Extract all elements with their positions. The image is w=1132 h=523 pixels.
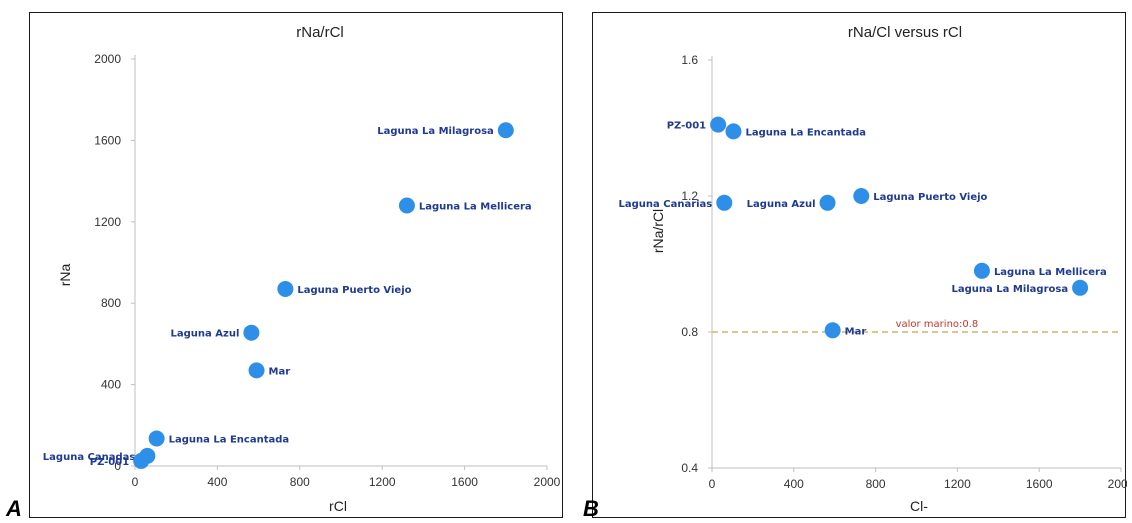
x-tick-label: 0 — [709, 477, 716, 491]
data-point-label: Laguna La Mellicera — [419, 202, 532, 213]
y-tick-label: 400 — [101, 378, 121, 392]
data-point — [824, 322, 841, 339]
data-point — [133, 452, 150, 469]
data-point-label: PZ-001 — [90, 457, 129, 468]
data-point — [148, 430, 165, 447]
panel-letter-b: B — [583, 496, 599, 521]
x-tick-label: 0 — [132, 475, 139, 489]
x-tick-label: 1600 — [451, 475, 478, 489]
y-tick-label: 800 — [101, 296, 121, 310]
data-point — [243, 324, 260, 341]
data-point — [819, 194, 836, 211]
data-point — [1072, 279, 1089, 296]
x-tick-label: 2000 — [534, 475, 561, 489]
x-tick-label: 800 — [290, 475, 310, 489]
y-tick-label: 1.6 — [681, 53, 698, 67]
chart-panel-a: rNa/rCl 0 400 800 1200 1600 2000 0 400 800 1200 160… — [29, 12, 563, 518]
data-point — [497, 122, 514, 139]
y-tick-label: 1200 — [94, 215, 121, 229]
data-point-label: Laguna Azul — [747, 199, 816, 210]
data-point-label: Laguna Canadas — [43, 452, 136, 463]
y-axis-label: rNa — [57, 264, 73, 287]
data-point — [248, 362, 265, 379]
x-tick-label: 2000 — [1108, 477, 1127, 491]
x-tick-label: 1200 — [944, 477, 971, 491]
x-tick-label: 800 — [866, 477, 886, 491]
x-axis-label: rCl — [329, 498, 347, 514]
x-tick-label: 1200 — [369, 475, 396, 489]
chart-title: rNa/rCl — [296, 24, 344, 41]
data-point-label: Laguna Puerto Viejo — [873, 192, 987, 203]
x-tick-label: 1600 — [1026, 477, 1053, 491]
data-point-label: Laguna La Milagrosa — [377, 126, 494, 137]
chart-title: rNa/Cl versus rCl — [848, 24, 962, 41]
data-point — [973, 262, 990, 279]
y-tick-label: 0 — [114, 459, 121, 473]
chart-a-svg: rNa/rCl 0 400 800 1200 1600 2000 0 400 800 1200 160… — [43, 24, 561, 514]
y-axis-label: rNa/rCl — [650, 209, 666, 253]
data-point — [725, 123, 742, 140]
y-tick-label: 1600 — [94, 133, 121, 147]
data-point — [853, 188, 870, 204]
data-point-label: Mar — [845, 326, 867, 337]
data-point-label: PZ-001 — [667, 121, 706, 132]
data-point — [398, 197, 415, 214]
data-point-label: Laguna Azul — [171, 329, 240, 340]
y-tick-label: 1.2 — [681, 189, 698, 203]
data-point-label: Laguna La Encantada — [745, 127, 866, 138]
x-tick-label: 400 — [784, 477, 804, 491]
data-point-label: Laguna Canarias — [619, 199, 713, 210]
y-tick-label: 0.8 — [681, 325, 698, 339]
chart-panel-b: rNa/Cl versus rCl 0 400 800 1200 1600 2000 0.4 0… — [592, 12, 1127, 518]
x-axis-label: Cl- — [910, 498, 928, 514]
data-point-label: Laguna Puerto Viejo — [297, 285, 411, 296]
y-tick-label: 2000 — [94, 52, 121, 66]
data-point-label: Mar — [269, 366, 291, 377]
chart-b-svg: rNa/Cl versus rCl 0 400 800 1200 1600 2000 0.4 0… — [619, 24, 1127, 514]
reference-line-label: valor marino:0.8 — [896, 319, 979, 330]
data-point — [277, 280, 294, 297]
x-tick-label: 400 — [207, 475, 227, 489]
data-point-label: Laguna La Mellicera — [994, 267, 1107, 278]
y-tick-label: 0.4 — [681, 461, 698, 475]
data-point-label: Laguna La Encantada — [169, 435, 290, 446]
data-point — [716, 194, 733, 211]
data-point-label: Laguna La Milagrosa — [952, 284, 1069, 295]
data-point — [710, 116, 727, 133]
panel-letter-a: A — [6, 496, 22, 521]
